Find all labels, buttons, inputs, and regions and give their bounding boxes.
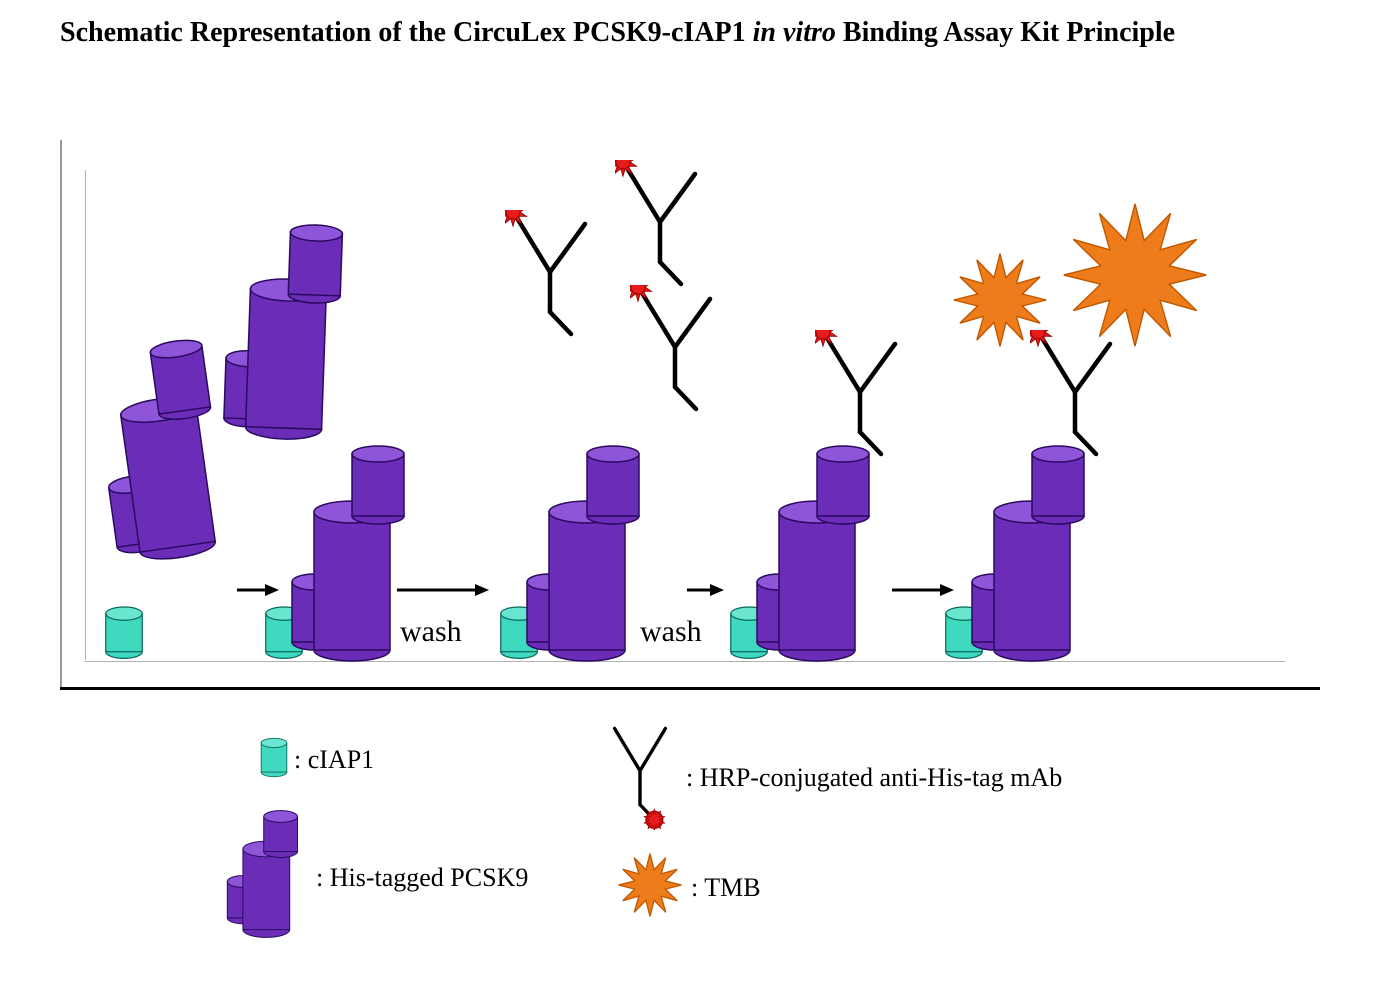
pcsk9-bound-4 xyxy=(755,442,875,662)
diagram-area: wash wash xyxy=(60,140,1320,690)
pcsk9-icon xyxy=(220,810,310,945)
pcsk9-bound-2 xyxy=(290,442,410,662)
legend-item-pcsk9: : His-tagged PCSK9 xyxy=(220,810,528,945)
legend-item-ciap: : cIAP1 xyxy=(260,730,374,790)
pcsk9-free-1 xyxy=(221,218,349,442)
diagram-title: Schematic Representation of the CircuLex… xyxy=(60,15,1328,51)
pcsk9-free-0 xyxy=(87,333,236,568)
ciap-icon xyxy=(260,730,288,790)
panel-border xyxy=(85,170,86,660)
wash-label-0: wash xyxy=(400,615,462,649)
legend-label: : HRP-conjugated anti-His-tag mAb xyxy=(686,763,1062,793)
panel-border xyxy=(60,687,1320,690)
arrow-1 xyxy=(395,580,491,600)
antibody-icon xyxy=(600,720,680,835)
antibody-bound-4 xyxy=(815,330,905,460)
wash-label-1: wash xyxy=(640,615,702,649)
arrow-2 xyxy=(685,580,726,600)
tmb-burst-1 xyxy=(1060,200,1210,350)
title-part2: Binding Assay Kit Principle xyxy=(836,17,1175,48)
panel-border xyxy=(85,661,1285,662)
tmb-burst-0 xyxy=(950,250,1050,350)
arrow-3 xyxy=(890,580,956,600)
legend-label: : TMB xyxy=(691,873,761,903)
legend-label: : His-tagged PCSK9 xyxy=(316,863,528,893)
legend-item-tmb: : TMB xyxy=(615,850,761,925)
pcsk9-bound-5 xyxy=(970,442,1090,662)
title-part1: Schematic Representation of the CircuLex… xyxy=(60,17,753,48)
antibody-free-2 xyxy=(630,285,720,415)
panel-border xyxy=(60,140,62,690)
arrow-0 xyxy=(235,580,281,600)
ciap-stage1 xyxy=(100,602,148,660)
title-italic: in vitro xyxy=(753,17,836,48)
antibody-free-0 xyxy=(505,210,595,340)
pcsk9-bound-3 xyxy=(525,442,645,662)
antibody-free-1 xyxy=(615,160,705,290)
legend-label: : cIAP1 xyxy=(294,745,374,775)
tmb-icon xyxy=(615,850,685,925)
legend-item-antibody: : HRP-conjugated anti-His-tag mAb xyxy=(600,720,1062,835)
